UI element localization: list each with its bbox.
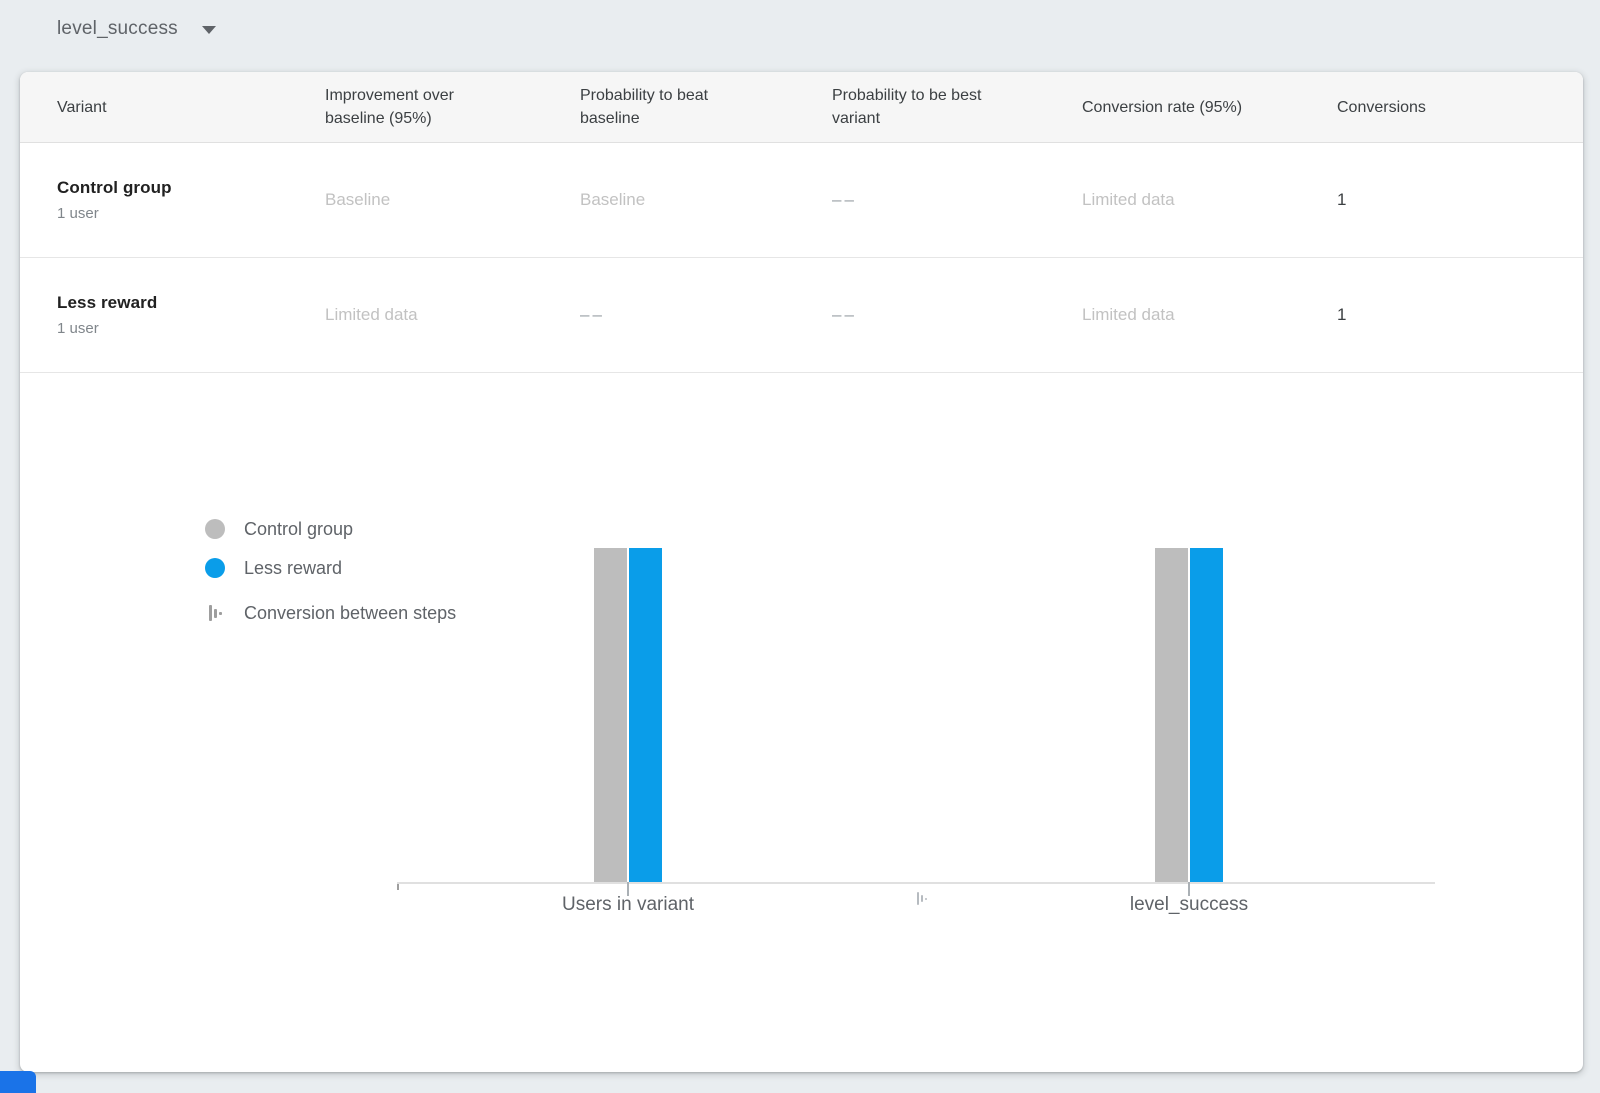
header-prob-best-variant: Probability to be best variant <box>832 87 982 127</box>
header-conversions: Conversions <box>1337 98 1426 116</box>
results-card: Variant Improvement over baseline (95%) … <box>20 72 1583 1072</box>
axis-label-level-success: level_success <box>1129 894 1249 915</box>
legend-item-less-reward: Less reward <box>205 556 342 580</box>
table-row-less-reward: Less reward 1 user Limited data –– –– Li… <box>20 258 1583 373</box>
conversion-steps-axis-icon <box>917 892 927 905</box>
chevron-down-icon <box>201 26 216 34</box>
variant-user-count: 1 user <box>57 320 99 337</box>
table-row-control-group: Control group 1 user Baseline Baseline –… <box>20 143 1583 258</box>
axis-start-tick <box>397 884 399 890</box>
legend-item-control-group: Control group <box>205 517 353 541</box>
metric-selector-label: level_success <box>57 18 178 39</box>
axis-label-users-in-variant: Users in variant <box>562 894 694 915</box>
cell-improvement: Limited data <box>325 305 418 324</box>
legend-label: Less reward <box>244 557 343 578</box>
x-axis-line <box>397 882 1435 884</box>
variant-user-count: 1 user <box>57 205 99 222</box>
bar-control-level-success <box>1155 548 1188 882</box>
header-conversion-rate: Conversion rate (95%) <box>1082 98 1243 116</box>
category-tick-users-in-variant <box>627 882 629 896</box>
header-variant: Variant <box>57 98 107 116</box>
topbar: level_success <box>0 0 1600 72</box>
bar-less-reward-users-in-variant <box>629 548 662 882</box>
cell-prob-beat-baseline: Baseline <box>580 190 646 209</box>
header-improvement: Improvement over baseline (95%) <box>325 87 454 127</box>
corner-chat-button-partial[interactable] <box>0 1071 36 1093</box>
category-tick-level-success <box>1188 882 1190 896</box>
cell-conversion-rate: Limited data <box>1082 190 1175 209</box>
cell-conversions: 1 <box>1337 190 1347 209</box>
cell-conversions: 1 <box>1337 305 1347 324</box>
metric-selector-dropdown[interactable]: level_success <box>57 18 216 40</box>
legend-item-conversion-steps: Conversion between steps <box>205 601 456 625</box>
cell-prob-best-variant: –– <box>832 305 857 324</box>
less-reward-swatch <box>205 558 225 578</box>
bar-less-reward-level-success <box>1190 548 1223 882</box>
control-group-swatch <box>205 519 225 539</box>
legend-label: Conversion between steps <box>244 602 457 623</box>
cell-improvement: Baseline <box>325 190 391 209</box>
cell-prob-beat-baseline: –– <box>580 305 605 324</box>
legend-label: Control group <box>244 518 354 539</box>
variant-name: Less reward <box>57 293 158 312</box>
table-header-row: Variant Improvement over baseline (95%) … <box>20 72 1583 143</box>
cell-prob-best-variant: –– <box>832 190 857 209</box>
variant-name: Control group <box>57 178 172 197</box>
cell-conversion-rate: Limited data <box>1082 305 1175 324</box>
conversion-steps-icon <box>208 605 222 621</box>
header-prob-beat-baseline: Probability to beat baseline <box>580 87 709 127</box>
bar-control-users-in-variant <box>594 548 627 882</box>
